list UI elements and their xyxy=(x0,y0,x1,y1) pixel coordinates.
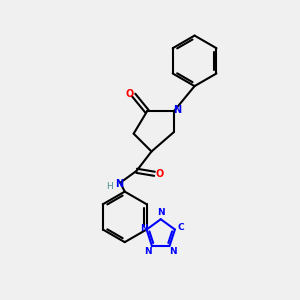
Text: H: H xyxy=(106,182,113,191)
Text: N: N xyxy=(169,247,177,256)
Text: N: N xyxy=(140,224,147,233)
Text: N: N xyxy=(173,105,181,115)
Text: O: O xyxy=(156,169,164,179)
Text: O: O xyxy=(126,88,134,98)
Text: C: C xyxy=(178,223,184,232)
Text: N: N xyxy=(115,179,123,189)
Text: N: N xyxy=(157,208,165,217)
Text: N: N xyxy=(144,247,152,256)
